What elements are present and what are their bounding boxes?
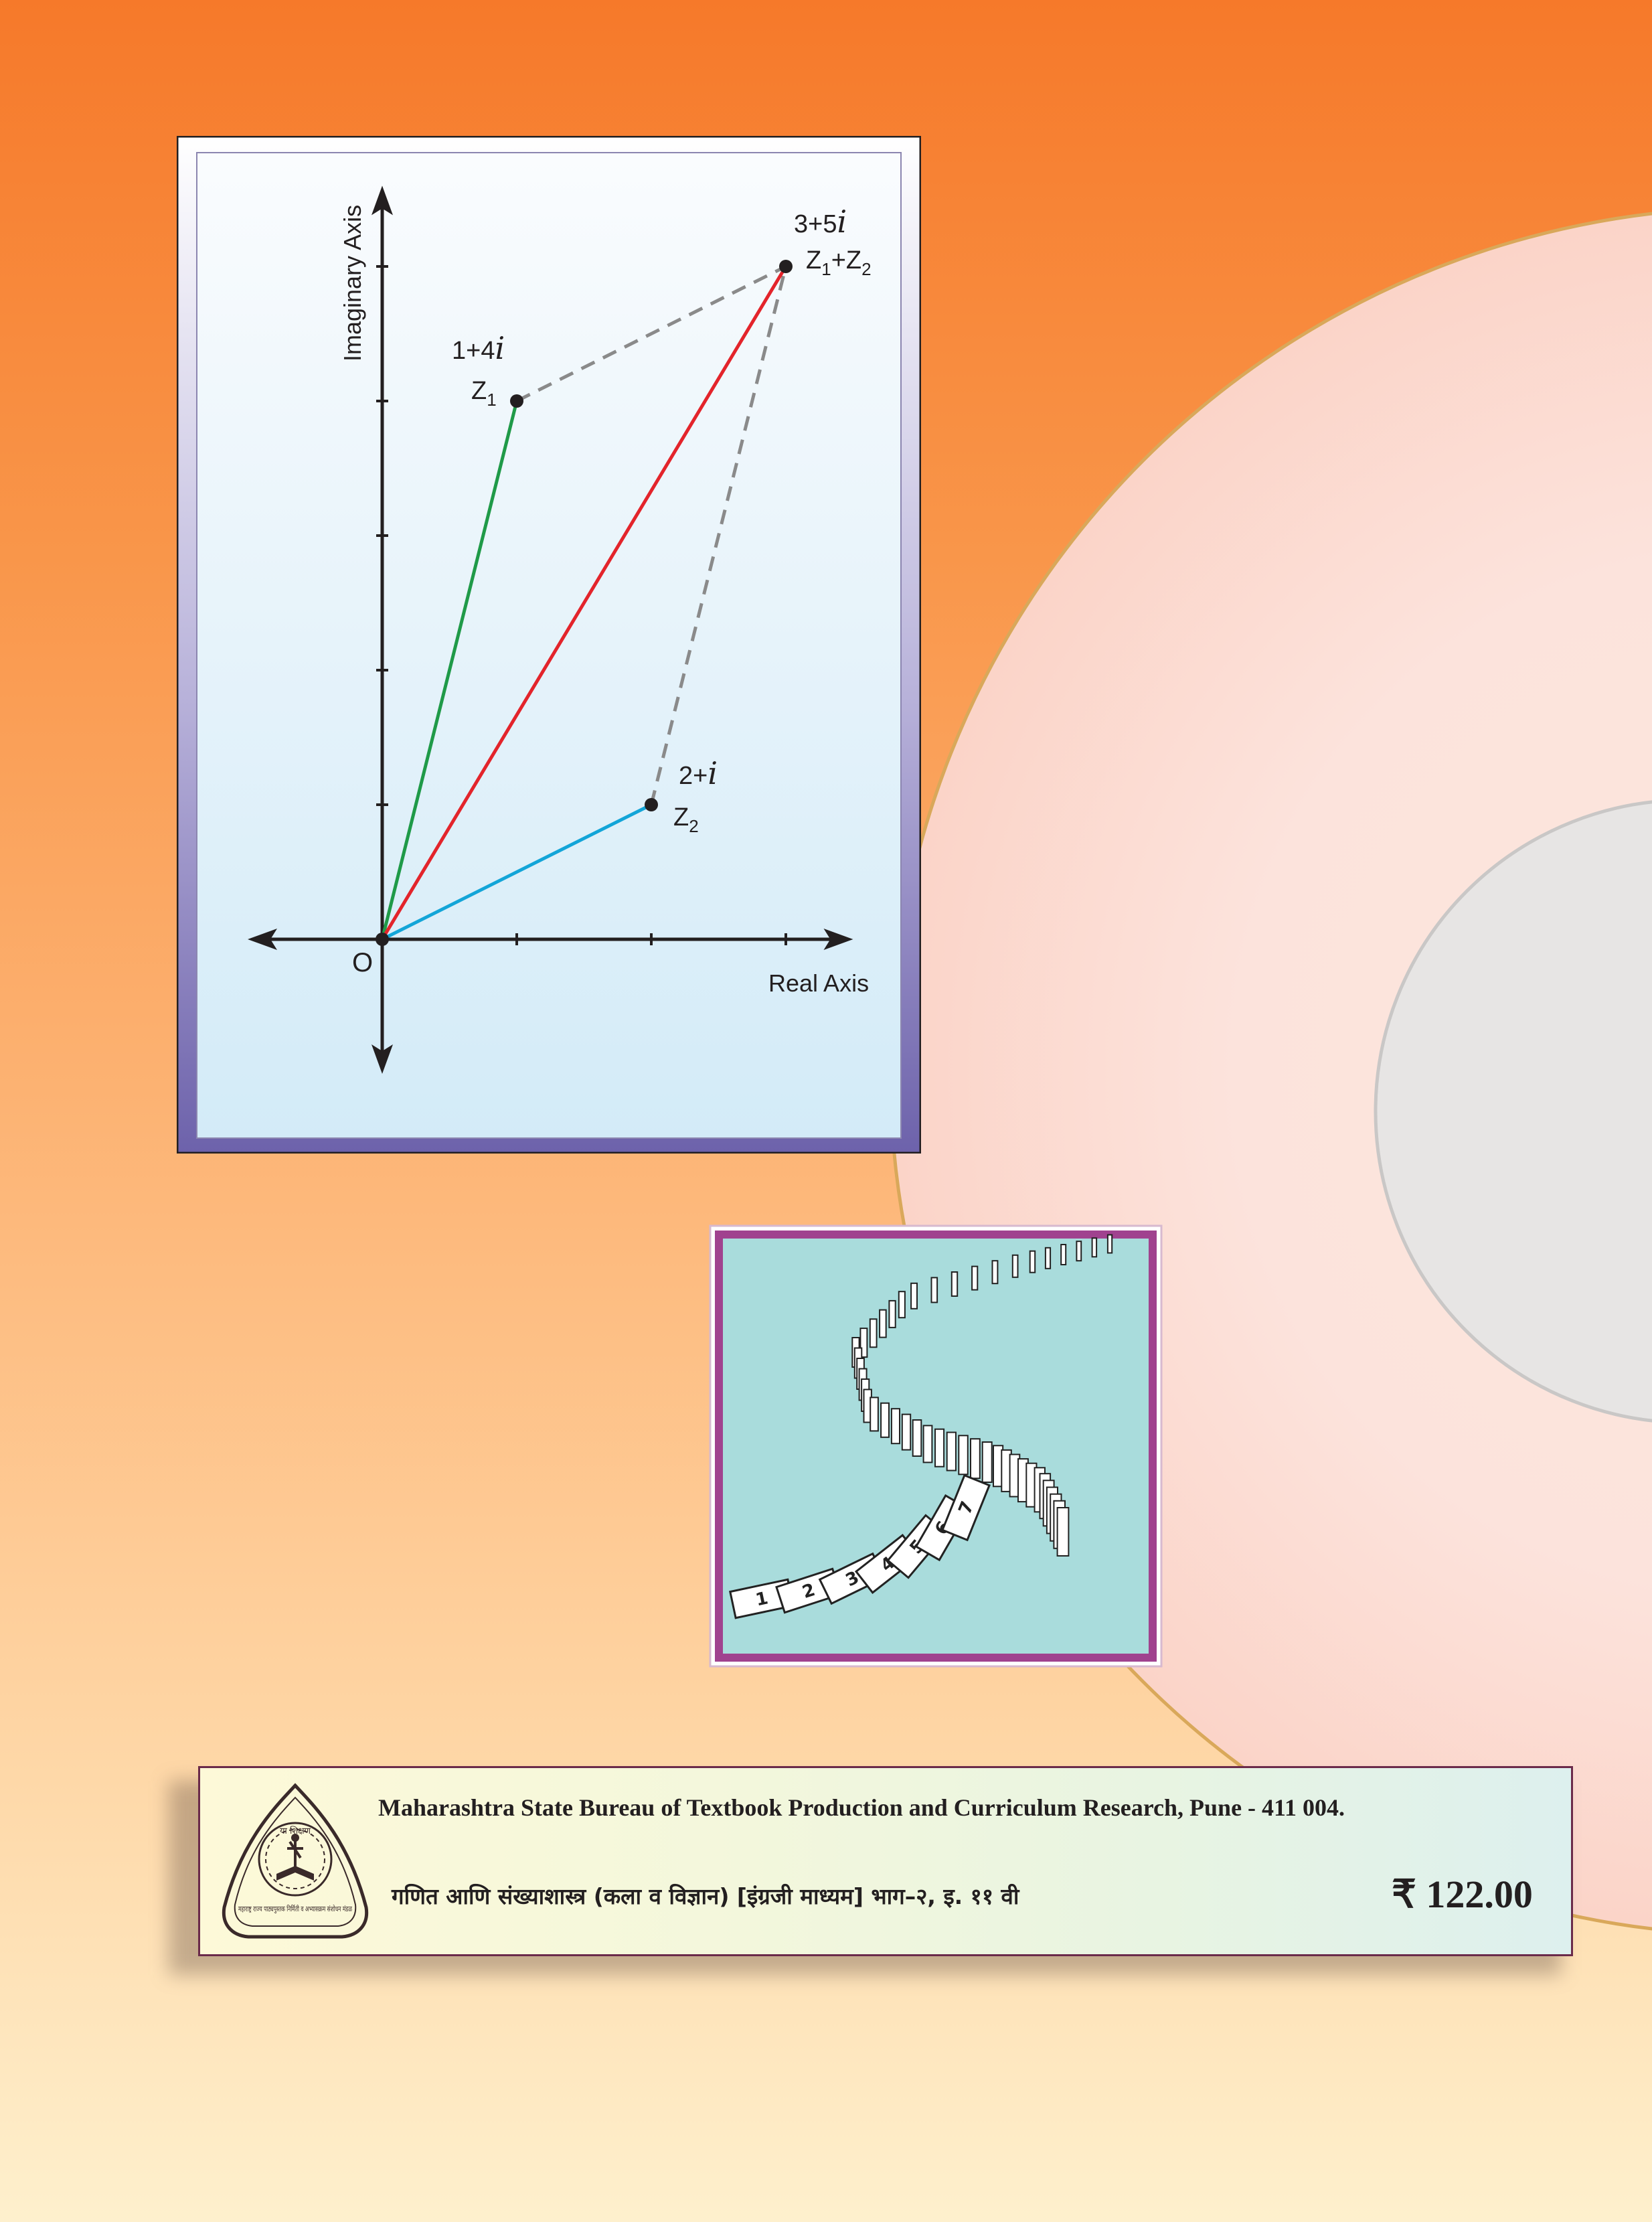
origin-label: O <box>352 948 374 977</box>
z1-point <box>510 394 523 408</box>
domino-tile <box>1060 1244 1067 1265</box>
domino-tile <box>880 1402 890 1438</box>
domino-tile <box>1011 1254 1019 1278</box>
domino-tile <box>870 1397 879 1432</box>
domino-tile <box>930 1277 938 1303</box>
domino-tile <box>859 1328 868 1358</box>
y-axis-arrow-down <box>371 1044 393 1074</box>
y-axis-label: Imaginary Axis <box>339 204 366 362</box>
domino-tile <box>1044 1247 1052 1269</box>
domino-tile <box>910 1282 918 1310</box>
domino-tile <box>901 1413 912 1451</box>
sum-value-label: 3+5i <box>794 204 847 240</box>
z1-value-label: 1+4i <box>452 330 505 366</box>
domino-tile <box>1091 1237 1098 1258</box>
x-axis-arrow-right <box>823 929 853 950</box>
argand-diagram <box>177 136 921 1154</box>
z2-point <box>645 798 658 811</box>
z2-value-label: 2+i <box>679 755 718 791</box>
inner-grey-circle <box>1374 800 1652 1423</box>
domino-tile <box>898 1291 906 1319</box>
domino-tile <box>922 1425 933 1463</box>
domino-tile <box>991 1260 999 1285</box>
domino-tile <box>888 1299 896 1328</box>
sum-name-label: Z1+Z2 <box>806 246 872 279</box>
domino-tile <box>912 1419 922 1457</box>
domino-tile <box>1056 1507 1070 1557</box>
z1-name-label: Z1 <box>471 377 497 410</box>
x-axis-label: Real Axis <box>768 969 870 997</box>
domino-tile <box>879 1309 887 1338</box>
domino-tile <box>890 1408 900 1445</box>
domino-tile <box>1029 1250 1036 1273</box>
domino-illustration: 1234567 <box>709 1224 1163 1668</box>
z2-name-label: Z2 <box>673 803 699 836</box>
fallen-domino: 7 <box>941 1474 991 1542</box>
z2-vector <box>381 803 653 941</box>
domino-chain: 1234567 <box>729 1234 1113 1619</box>
price: ₹ 122.00 <box>1392 1873 1533 1916</box>
domino-tile <box>970 1438 981 1480</box>
domino-tile <box>869 1318 878 1348</box>
board-logo: या शिक्षण महाराष्ट्र राज्य पाठ्यपुस्तक न… <box>222 1783 369 1939</box>
origin-point <box>376 933 389 946</box>
domino-tile <box>951 1271 959 1297</box>
domino-tile <box>1076 1241 1082 1262</box>
publisher-name: Maharashtra State Bureau of Textbook Pro… <box>378 1794 1345 1821</box>
sum-point <box>779 260 793 273</box>
z1-vector <box>380 400 519 940</box>
domino-tile <box>981 1441 993 1483</box>
domino-tile <box>934 1428 945 1467</box>
domino-tile <box>971 1265 979 1291</box>
logo-motto: या शिक्षण <box>280 1826 311 1836</box>
logo-board-name: महाराष्ट्र राज्य पाठ्यपुस्तक निर्मिती व … <box>238 1905 352 1913</box>
domino-number: 1 <box>754 1588 770 1610</box>
x-axis-arrow-left <box>248 929 277 950</box>
dashed-side-z2-to-sum <box>649 266 788 805</box>
y-axis-arrow-up <box>371 185 393 216</box>
publisher-banner: या शिक्षण महाराष्ट्र राज्य पाठ्यपुस्तक न… <box>198 1766 1573 1956</box>
domino-tile <box>958 1435 969 1476</box>
domino-tile <box>946 1431 957 1472</box>
domino-tile <box>1106 1234 1113 1254</box>
book-title: गणित आणि संख्याशास्त्र (कला व विज्ञान) [… <box>392 1883 1019 1909</box>
dashed-side-z1-to-sum <box>515 264 787 403</box>
sum-vector <box>380 265 788 941</box>
fallen-domino-face <box>941 1474 991 1542</box>
